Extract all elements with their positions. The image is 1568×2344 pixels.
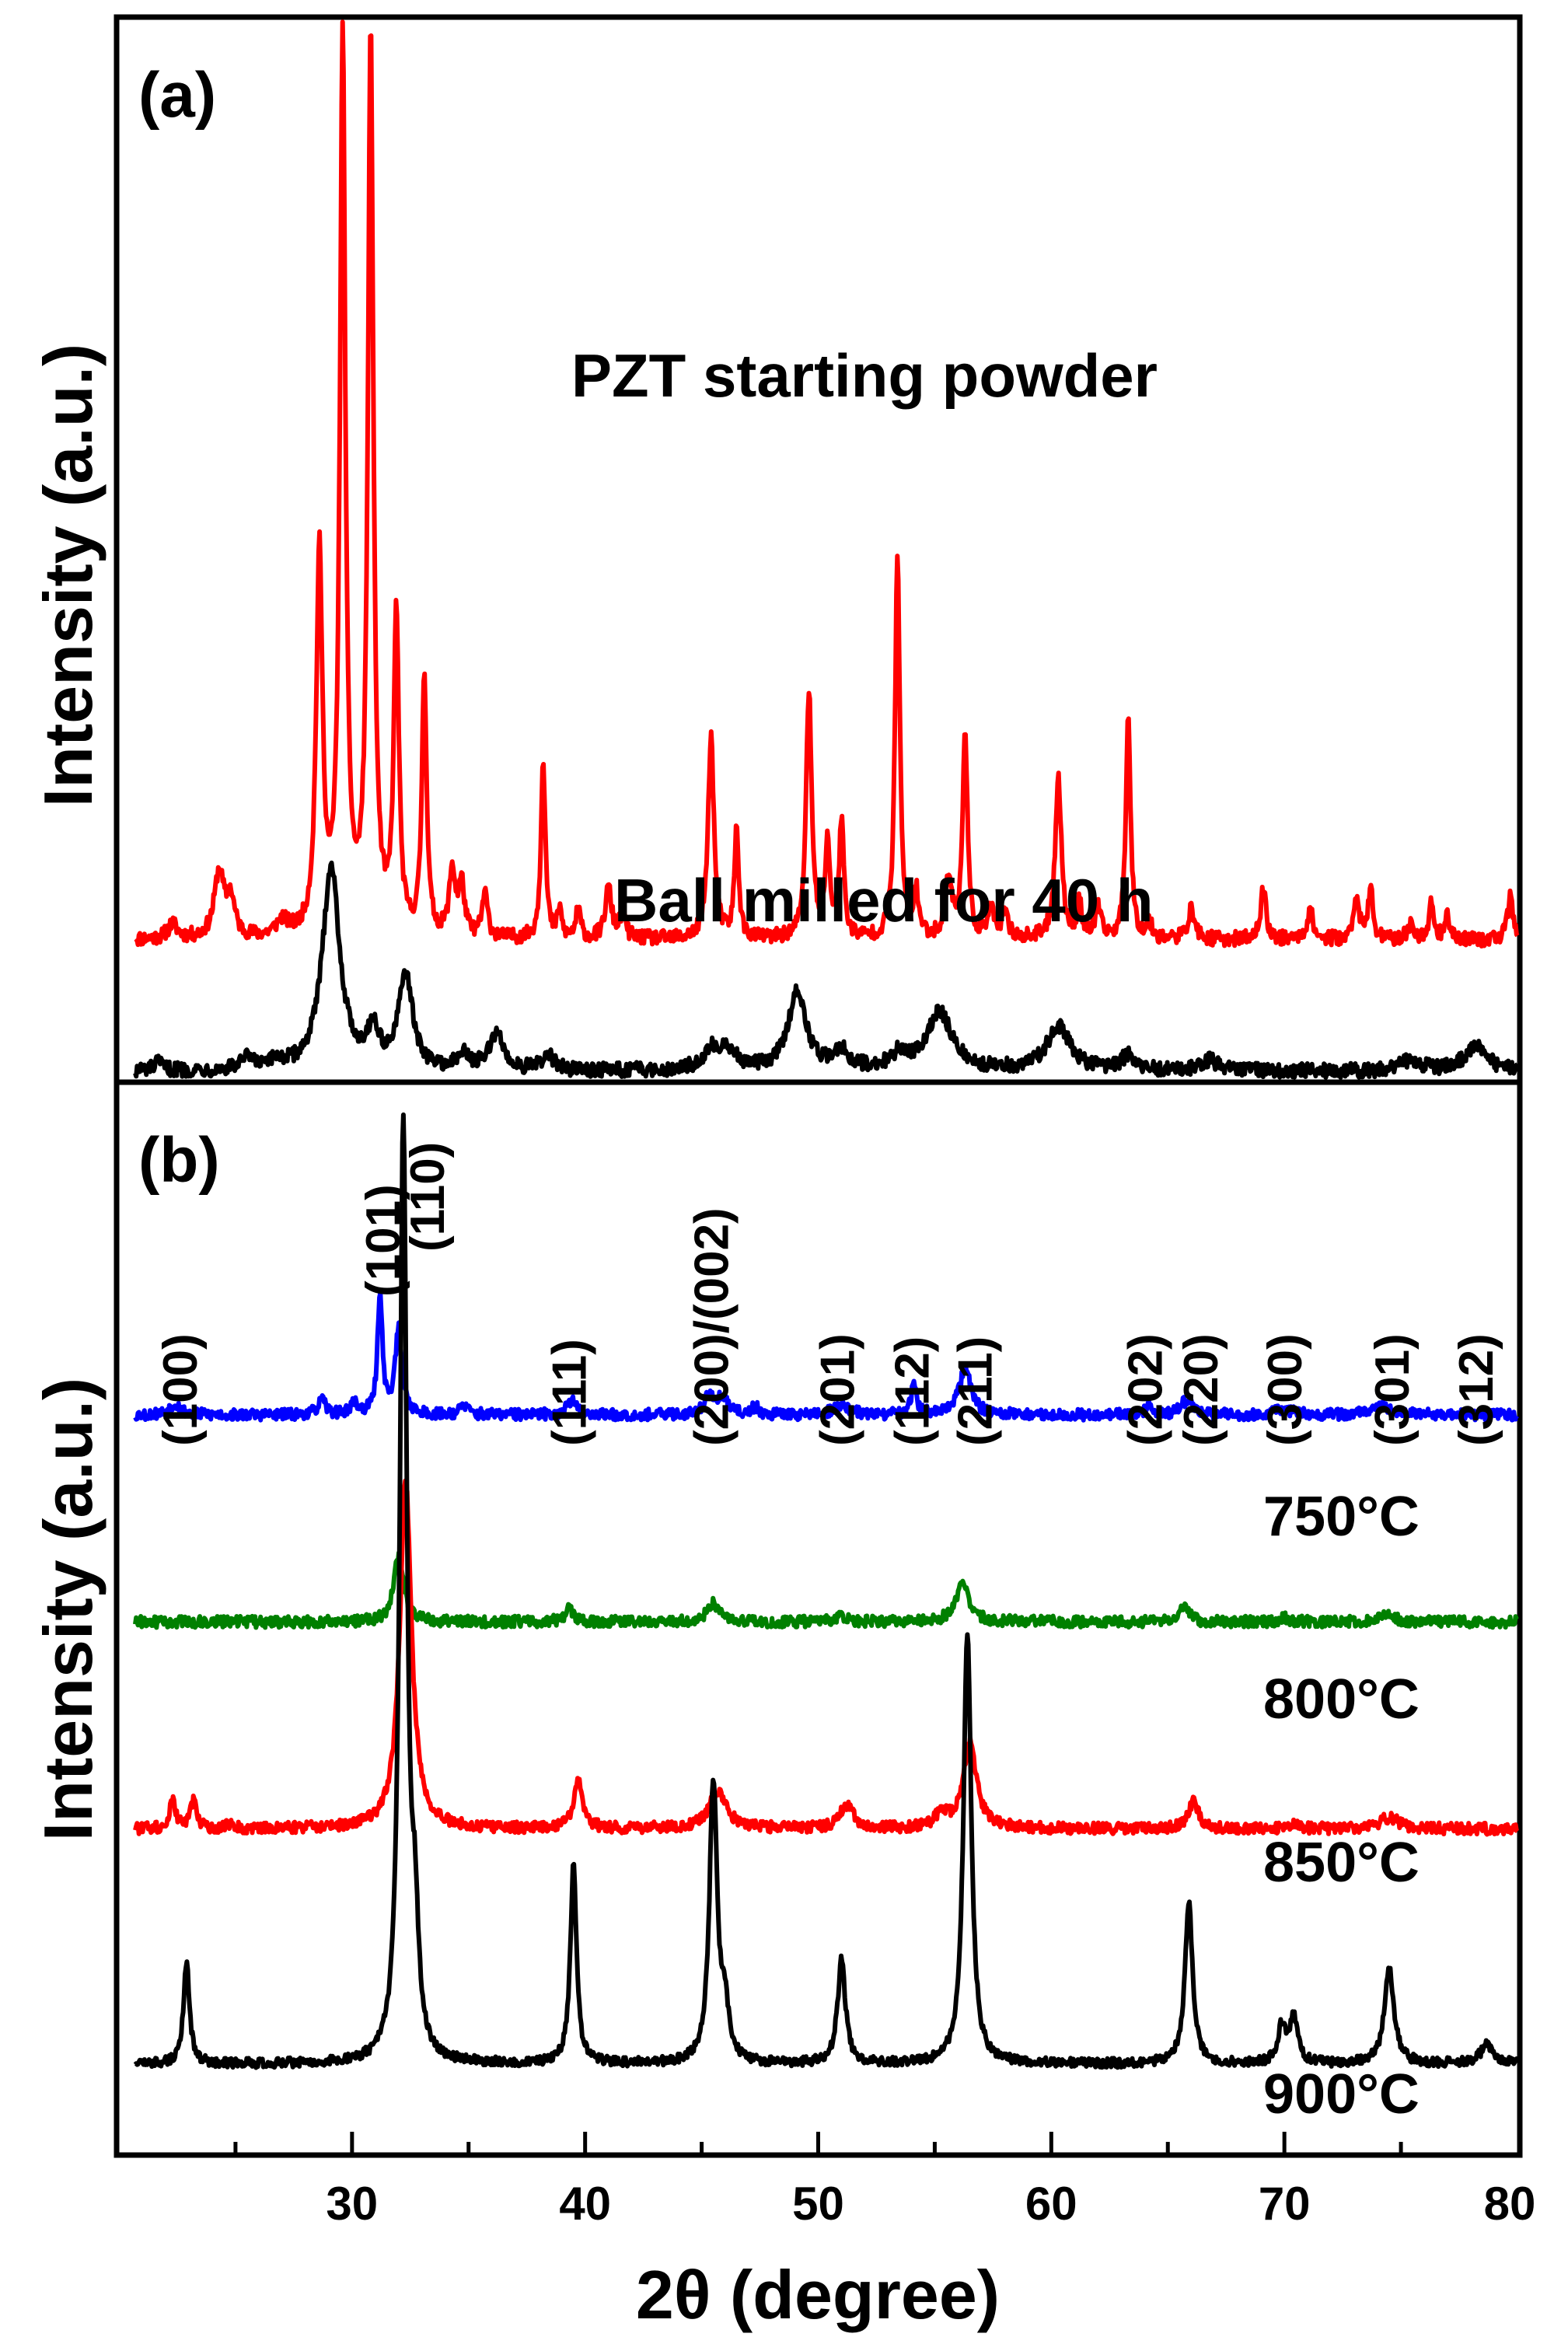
series-line-900-c	[133, 1112, 1519, 2070]
hkl-label: (301)	[1366, 1333, 1420, 1446]
panel-a: (a) PZT starting powder Ball milled for …	[30, 19, 1520, 1080]
x-tick-label: 70	[1259, 2178, 1311, 2230]
panel-a-label: (a)	[138, 60, 216, 131]
hkl-label: (312)	[1450, 1333, 1503, 1446]
series-line-750-c	[133, 1291, 1519, 1423]
hkl-label: (101)	[357, 1184, 410, 1297]
panel-a-y-axis-label: Intensity (a.u.)	[30, 344, 107, 808]
x-tick-label: 50	[792, 2178, 844, 2230]
hkl-label: (211)	[948, 1336, 1002, 1446]
x-tick-label: 80	[1484, 2178, 1536, 2230]
hkl-label: (112)	[885, 1336, 939, 1446]
series-line-ball-milled-for-40-h	[133, 860, 1519, 1080]
x-axis-label: 2θ (degree)	[636, 2256, 1000, 2333]
series-line-850-c	[133, 1478, 1519, 1837]
temperature-label: 900°C	[1263, 2063, 1420, 2126]
hkl-label: (202)	[1119, 1333, 1172, 1446]
hkl-label: (300)	[1259, 1333, 1312, 1446]
series-label-pzt-starting-powder: PZT starting powder	[571, 341, 1158, 410]
temperature-label: 850°C	[1263, 1832, 1420, 1894]
x-tick-label: 60	[1025, 2178, 1077, 2230]
x-axis: 30 40 50 60 70 80	[233, 2132, 1536, 2230]
hkl-label: (201)	[812, 1333, 865, 1446]
hkl-label: (110)	[401, 1142, 455, 1252]
panel-b-y-axis-label: Intensity (a.u.)	[30, 1378, 107, 1842]
hkl-label: (220)	[1175, 1333, 1228, 1446]
series-label-ball-milled: Ball milled for 40 h	[614, 866, 1154, 934]
series-line-800-c	[133, 1550, 1519, 1630]
x-tick-label: 40	[559, 2178, 611, 2230]
hkl-label: (111)	[543, 1339, 597, 1446]
temperature-label: 750°C	[1263, 1486, 1420, 1548]
hkl-label: (100)	[154, 1333, 208, 1446]
panel-a-curves	[133, 19, 1520, 1080]
x-tick-label: 30	[326, 2178, 378, 2230]
temperature-labels: 750°C 800°C 850°C 900°C	[1263, 1486, 1420, 2126]
hkl-labels: (100) (101)(110) (111) (200)/(002) (201) (112…	[154, 1142, 1503, 1446]
panel-b-label: (b)	[138, 1125, 220, 1196]
hkl-label: (200)/(002)	[686, 1207, 739, 1446]
temperature-label: 800°C	[1263, 1668, 1420, 1731]
panel-b-curves	[133, 1112, 1519, 2070]
series-line-pzt-starting-powder	[134, 19, 1520, 948]
panel-b: (b) (100) (101)(110) (111) (200)/(002) (201)…	[30, 1112, 1536, 2333]
